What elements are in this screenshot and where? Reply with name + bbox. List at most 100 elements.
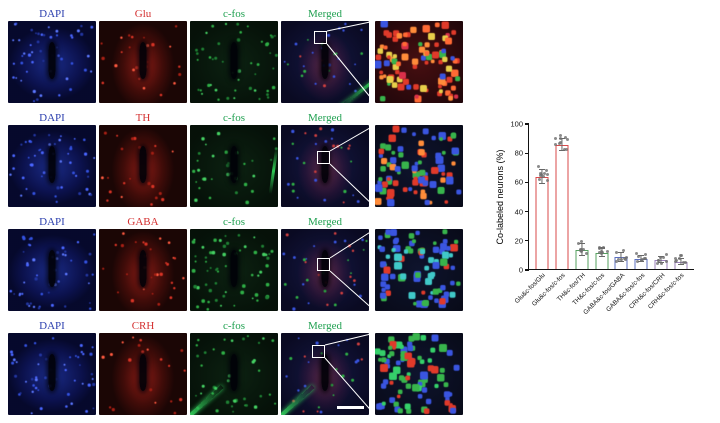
label-cfos: c-fos xyxy=(223,112,245,124)
scatter-dot xyxy=(664,253,668,257)
y-tick-label: 80 xyxy=(514,148,523,158)
y-tick-mark xyxy=(525,181,529,183)
plot-area: Glu&c-fos/Glu Glu&c-fos/c-fos TH&c-fos/TH T… xyxy=(510,120,694,316)
micrograph-dapi xyxy=(8,21,96,103)
fluorescence-speckle xyxy=(10,335,11,336)
y-tick-label: 60 xyxy=(514,177,523,187)
roi-box xyxy=(317,151,330,164)
roi-box xyxy=(312,345,325,358)
error-cap-bottom xyxy=(538,183,545,185)
label-marker: TH xyxy=(135,112,151,124)
bar-group: TH&c-fos/c-fos xyxy=(572,124,609,307)
third-ventricle xyxy=(321,145,329,184)
label-dapi: DAPI xyxy=(39,8,65,20)
scatter-dot xyxy=(580,248,584,252)
scatter-dot xyxy=(635,251,639,255)
micrograph-crh xyxy=(99,333,187,415)
fluorescence-speckle xyxy=(192,23,193,24)
fluorescence-speckle xyxy=(192,335,193,336)
micrograph-th xyxy=(99,125,187,207)
fluorescence-speckle xyxy=(101,23,102,24)
micrograph-cfos xyxy=(190,21,278,103)
scatter-dot xyxy=(679,254,683,258)
label-cfos: c-fos xyxy=(223,320,245,332)
scatter-dot xyxy=(614,260,618,264)
micrograph-inset-zoom xyxy=(375,333,463,415)
micrograph-cfos xyxy=(190,333,278,415)
third-ventricle xyxy=(321,41,329,80)
scatter-dot xyxy=(656,258,660,262)
y-tick-label: 100 xyxy=(510,119,523,129)
error-bar xyxy=(680,258,682,265)
micrograph-inset-zoom xyxy=(375,21,463,103)
bar-group: Glu&c-fos/Glu xyxy=(514,124,549,305)
scatter-dot xyxy=(536,164,540,168)
scatter-dot xyxy=(554,137,558,141)
figure-row-gaba: DAPI GABA c-fos Merged xyxy=(8,216,464,312)
fluorescence-speckle xyxy=(101,335,102,336)
third-ventricle xyxy=(139,353,147,392)
y-tick-mark xyxy=(525,152,529,154)
third-ventricle xyxy=(48,145,56,184)
micrograph-glu xyxy=(99,21,187,103)
fluorescence-speckle xyxy=(10,231,11,232)
fluorescence-speckle xyxy=(101,231,102,232)
scatter-dot xyxy=(658,256,662,260)
micrograph-merged xyxy=(281,125,369,207)
y-tick-label: 40 xyxy=(514,207,523,217)
bar-group: GABA&c-fos/GABA xyxy=(582,124,629,316)
scatter-dot xyxy=(601,246,605,250)
scatter-dot xyxy=(625,256,629,260)
third-ventricle xyxy=(230,145,238,184)
scatter-dot xyxy=(643,253,647,257)
scatter-dot xyxy=(545,173,549,177)
scatter-dot xyxy=(614,250,618,254)
micrograph-dapi xyxy=(8,125,96,207)
cell-speckle xyxy=(377,335,378,336)
scatter-dot xyxy=(622,248,626,252)
scatter-dot xyxy=(582,248,586,252)
scatter-dot xyxy=(579,239,583,243)
y-tick-mark xyxy=(525,211,529,213)
label-cfos: c-fos xyxy=(223,216,245,228)
bar-chart: Co-labeled neurons (%) Glu&c-fos/Glu Glu&… xyxy=(492,118,718,368)
scatter-dot xyxy=(622,257,626,261)
y-tick-mark xyxy=(525,123,529,125)
bar-group: Glu&c-fos/c-fos xyxy=(531,124,569,308)
scatter-dot xyxy=(684,261,688,265)
scatter-dot xyxy=(565,137,569,141)
figure-row-glu: DAPI Glu c-fos Merged xyxy=(8,8,464,104)
error-bar xyxy=(620,252,622,262)
scatter-dot xyxy=(545,168,549,172)
cell-speckle xyxy=(377,23,378,24)
bar-group: CRH&c-fos/c-fos xyxy=(647,124,688,311)
scatter-dot xyxy=(655,261,659,265)
label-dapi: DAPI xyxy=(39,216,65,228)
y-tick-mark xyxy=(525,240,529,242)
fluorescence-speckle xyxy=(283,335,284,336)
scatter-dot xyxy=(584,252,588,256)
scatter-dot xyxy=(559,134,563,138)
roi-box xyxy=(314,31,327,44)
label-dapi: DAPI xyxy=(39,320,65,332)
third-ventricle xyxy=(139,145,147,184)
x-tick-label: CRH&c-fos/c-fos xyxy=(647,272,686,311)
axon-streak xyxy=(336,80,369,103)
cell-speckle xyxy=(377,231,378,232)
error-bar xyxy=(561,139,563,151)
scatter-dot xyxy=(641,257,645,261)
error-cap-bottom xyxy=(598,256,605,258)
bar-group: GABA&c-fos/c-fos xyxy=(605,124,648,313)
label-cfos: c-fos xyxy=(223,8,245,20)
scatter-dot xyxy=(597,251,601,255)
scatter-dot xyxy=(617,257,621,261)
micrograph-merged xyxy=(281,333,369,415)
y-axis-label: Co-labeled neurons (%) xyxy=(495,149,505,245)
micrograph-dapi xyxy=(8,333,96,415)
error-cap-bottom xyxy=(618,260,625,262)
bar xyxy=(535,177,549,269)
scatter-dot xyxy=(619,257,623,261)
scale-bar xyxy=(337,406,364,409)
micrograph-merged xyxy=(281,21,369,103)
y-tick-label: 20 xyxy=(514,236,523,246)
